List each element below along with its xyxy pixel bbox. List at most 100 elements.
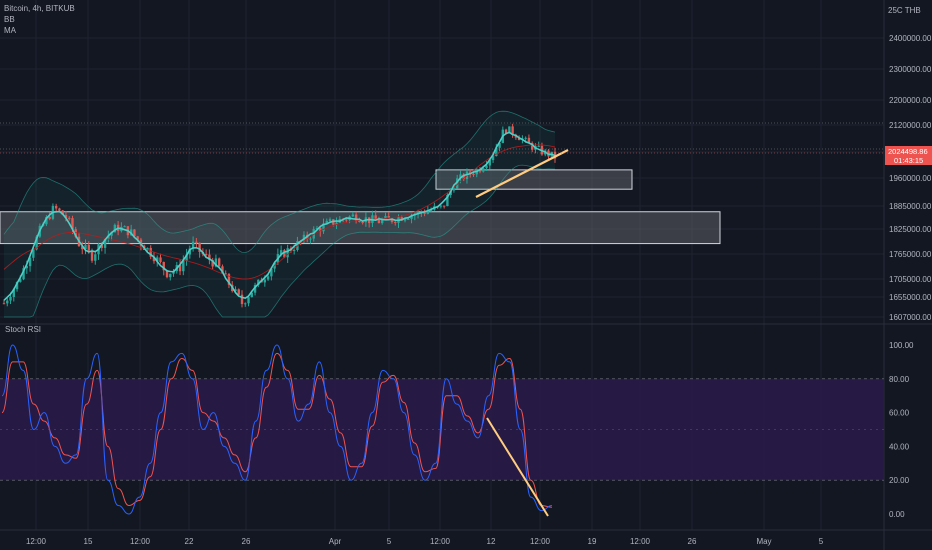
candle-body [87, 244, 90, 251]
candle-body [165, 270, 169, 278]
time-tick-label: 22 [185, 537, 194, 546]
candle-body [358, 221, 361, 223]
candle-body [159, 257, 162, 263]
candle-body [491, 156, 495, 161]
stoch-d-line [1, 352, 553, 508]
candle-body [185, 254, 188, 261]
candle-body [524, 137, 527, 139]
candle-body [459, 174, 462, 179]
candle-body [178, 265, 182, 272]
candle-body [182, 260, 185, 272]
candle-body [9, 296, 12, 301]
candle-body [511, 126, 514, 135]
candle-body [28, 257, 32, 267]
candle-body [68, 217, 71, 219]
candle-body [488, 160, 491, 166]
candle-body [504, 129, 508, 134]
candle-body [315, 227, 319, 230]
stoch-legend: Stoch RSI [5, 324, 41, 335]
candle-body [351, 214, 355, 217]
price-tick-label: 1885000.00 [889, 202, 932, 211]
candle-body [195, 241, 198, 243]
candle-body [403, 219, 407, 221]
price-tick-label: 2300000.00 [889, 65, 932, 74]
support-zone-box [0, 211, 721, 245]
candle-body [452, 188, 456, 191]
candle-body [322, 223, 325, 232]
time-tick-label: 5 [387, 537, 392, 546]
symbol-title[interactable]: Bitcoin, 4h, BITKUB [4, 4, 75, 13]
candle-body [32, 249, 35, 258]
candle-body [394, 221, 397, 223]
price-trendline [475, 149, 569, 198]
time-tick-label: 12:00 [430, 537, 451, 546]
candle-body [279, 250, 283, 255]
candle-body [35, 236, 38, 250]
bb-indicator-label[interactable]: BB [4, 15, 15, 24]
candle-body [270, 268, 273, 277]
candle-body [250, 292, 253, 298]
candle-body [302, 234, 306, 242]
time-tick-label: 12:00 [130, 537, 151, 546]
candle-body [361, 221, 364, 223]
candle-body [191, 241, 195, 249]
price-tick-label: 1825000.00 [889, 225, 932, 234]
candle-body [198, 242, 201, 252]
candle-body [407, 218, 410, 220]
time-tick-label: Apr [329, 537, 342, 546]
currency-label: 25C THB [888, 6, 921, 15]
candle-body [12, 289, 15, 297]
current-price-label: 2024498.86 [888, 147, 928, 156]
candle-body [247, 297, 250, 304]
price-tick-label: 1960000.00 [889, 174, 932, 183]
candle-body [221, 266, 224, 274]
time-tick-label: 12:00 [630, 537, 651, 546]
time-tick-label: 12:00 [26, 537, 47, 546]
time-tick-label: 12:00 [530, 537, 551, 546]
candle-body [354, 214, 358, 222]
time-tick-label: 19 [588, 537, 597, 546]
time-tick-label: 12 [487, 537, 496, 546]
bollinger-lower-line [4, 164, 556, 318]
candle-body [439, 205, 443, 207]
bollinger-upper-line [3, 110, 556, 254]
price-tick-label: 2120000.00 [889, 121, 932, 130]
candle-body [309, 238, 312, 240]
candle-body [188, 248, 192, 255]
stoch-tick-label: 100.00 [889, 341, 914, 350]
candle-body [423, 212, 426, 214]
candle-body [139, 239, 143, 246]
candle-body [103, 239, 107, 248]
candle-body [234, 289, 237, 291]
candle-body [263, 279, 267, 283]
stoch-rsi-label[interactable]: Stoch RSI [5, 325, 42, 334]
time-tick-label: May [756, 537, 771, 546]
price-tick-label: 1607000.00 [889, 313, 932, 322]
candle-body [319, 227, 322, 232]
main-legend: Bitcoin, 4h, BITKUB BB MA [4, 3, 75, 36]
candle-body [482, 168, 485, 172]
candle-body [253, 285, 257, 293]
candle-body [410, 215, 413, 219]
candle-body [517, 137, 521, 141]
candle-body [2, 303, 6, 305]
basis-line [3, 131, 556, 301]
candle-body [495, 147, 498, 157]
stoch-trendline [486, 417, 549, 517]
candle-body [446, 195, 449, 207]
candle-body [335, 222, 338, 225]
candle-body [377, 220, 381, 224]
candle-body [204, 254, 208, 256]
candle-body [472, 173, 475, 175]
ma-indicator-label[interactable]: MA [4, 26, 16, 35]
candle-body [227, 274, 231, 285]
candle-body [537, 145, 540, 147]
candle-body [240, 294, 244, 305]
stoch-tick-label: 80.00 [889, 375, 910, 384]
price-tick-label: 1705000.00 [889, 275, 932, 284]
candle-body [149, 247, 152, 257]
candle-body [84, 244, 87, 250]
stoch-band [0, 378, 884, 481]
